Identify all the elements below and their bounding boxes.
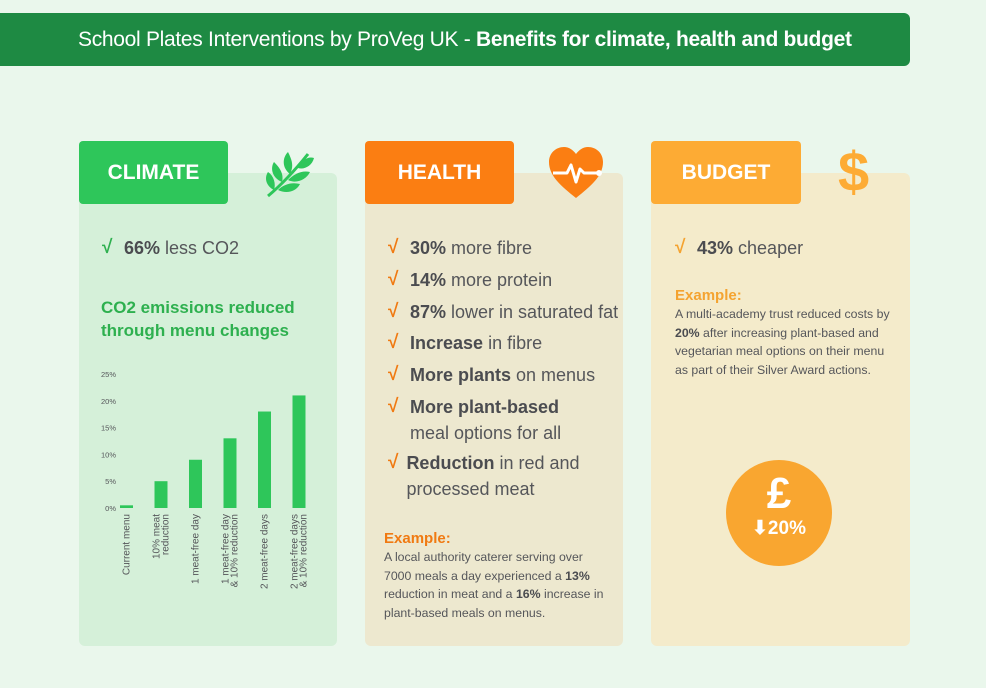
stat-text: less CO2 xyxy=(160,238,240,258)
chart-bar xyxy=(189,459,202,508)
health-example-label: Example: xyxy=(384,530,451,547)
check-icon: √ xyxy=(388,452,399,473)
stat-text: cheaper xyxy=(733,238,804,258)
x-tick-label: 1 meat-free day xyxy=(191,514,202,584)
stat-value: 87% xyxy=(410,302,447,322)
health-stat-3: √ 87% lower in saturated fat xyxy=(388,299,618,325)
health-stat-6: √ More plant-based meal options for all xyxy=(388,394,603,446)
y-tick-label: 15% xyxy=(101,424,116,433)
stat-text: in red and processed meat xyxy=(406,453,580,499)
savings-value: ⬇20% xyxy=(752,518,806,539)
chart-bar xyxy=(292,395,306,508)
x-tick-label: 1 meat-free day& 10% reduction xyxy=(221,514,241,587)
stat-value: More plants xyxy=(410,365,512,385)
check-icon: √ xyxy=(675,237,686,258)
check-icon: √ xyxy=(388,237,399,258)
health-stat-4: √ Increase in fibre xyxy=(388,330,542,356)
stat-value: 43% xyxy=(697,238,734,258)
health-card xyxy=(365,173,623,646)
health-example-text: A local authority caterer serving over 7… xyxy=(384,550,604,620)
x-tick-label: 2 meat-free days& 10% reduction xyxy=(290,514,310,589)
stat-value: Reduction xyxy=(406,453,495,473)
y-tick-label: 0% xyxy=(105,504,116,513)
stat-text: lower in saturated fat xyxy=(446,302,619,322)
budget-example-label: Example: xyxy=(675,287,742,304)
climate-tab: CLIMATE xyxy=(79,141,228,204)
stat-value: 66% xyxy=(124,238,161,258)
x-tick-label: Current menu xyxy=(122,514,133,575)
leaf-branch-icon xyxy=(266,152,314,198)
chart-title: CO2 emissions reduced through menu chang… xyxy=(101,298,295,340)
budget-tab: BUDGET xyxy=(651,141,801,204)
health-stat-7: √ Reduction in red and processed meat xyxy=(388,450,603,502)
check-icon: √ xyxy=(388,396,399,417)
pound-icon: £ xyxy=(766,469,792,518)
heart-pulse-icon xyxy=(549,147,603,198)
y-tick-label: 20% xyxy=(101,397,116,406)
co2-bar-chart: 0% 5% 10% 15% 20% 25% Current menu 10% meatredu… xyxy=(101,370,310,589)
health-stat-1: √ 30% more fibre xyxy=(388,235,532,261)
check-icon: √ xyxy=(388,364,399,385)
check-icon: √ xyxy=(388,269,399,290)
page-title: School Plates Interventions by ProVeg UK… xyxy=(78,28,852,52)
check-icon: √ xyxy=(388,332,399,353)
stat-text: on menus xyxy=(511,365,596,385)
y-tick-label: 25% xyxy=(101,370,116,379)
savings-badge: £ ⬇20% xyxy=(726,460,832,566)
stat-text: more protein xyxy=(446,270,553,290)
chart-bar xyxy=(154,481,168,508)
stat-text: in fibre xyxy=(483,333,543,353)
health-stat-5: √ More plants on menus xyxy=(388,362,595,388)
stat-text: more fibre xyxy=(446,238,533,258)
check-icon: √ xyxy=(102,237,113,258)
health-tab: HEALTH xyxy=(365,141,514,204)
stat-text: meal options for all xyxy=(410,423,562,443)
budget-example-text: A multi-academy trust reduced costs by 2… xyxy=(675,307,890,377)
chart-bar xyxy=(258,411,271,508)
y-tick-label: 5% xyxy=(105,477,116,486)
stat-value: More plant-based xyxy=(410,397,560,417)
check-icon: √ xyxy=(388,301,399,322)
stat-value: 14% xyxy=(410,270,447,290)
stat-value: Increase xyxy=(410,333,484,353)
stat-value: 30% xyxy=(410,238,447,258)
chart-bar xyxy=(223,438,237,508)
x-tick-label: 10% meatreduction xyxy=(152,514,172,559)
health-stat-2: √ 14% more protein xyxy=(388,267,552,293)
y-tick-label: 10% xyxy=(101,450,116,459)
header-banner: School Plates Interventions by ProVeg UK… xyxy=(0,13,910,66)
title-prefix: School Plates Interventions by ProVeg UK… xyxy=(78,27,476,51)
x-tick-label: 2 meat-free days xyxy=(260,514,271,589)
budget-stat: √ 43% cheaper xyxy=(675,235,803,261)
budget-card xyxy=(651,173,910,646)
dollar-sign-icon: $ xyxy=(838,140,870,203)
title-bold: Benefits for climate, health and budget xyxy=(476,27,852,51)
chart-bar xyxy=(120,505,133,508)
climate-stat: √ 66% less CO2 xyxy=(102,235,239,261)
